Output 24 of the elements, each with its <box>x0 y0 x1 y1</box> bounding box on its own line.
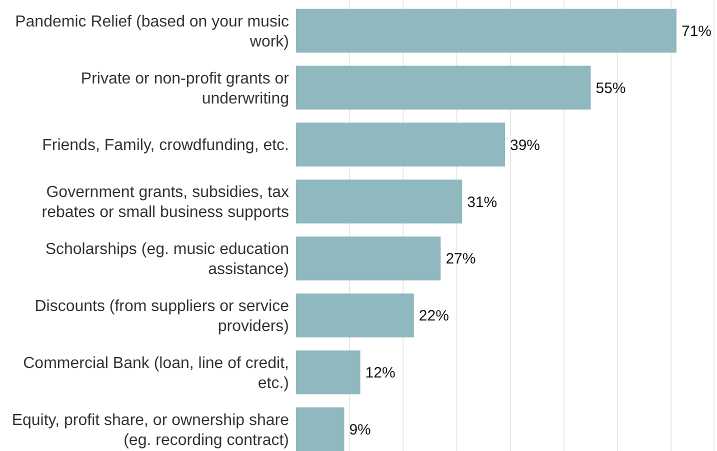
y-tick-label: Commercial Bank (loan, line of credit, etc.) <box>23 354 289 392</box>
y-tick-label: Discounts (from suppliers or service providers) <box>34 298 290 335</box>
data-label: 39% <box>510 136 540 154</box>
bar <box>296 122 505 167</box>
data-label: 27% <box>446 250 476 268</box>
bar <box>296 8 676 53</box>
bar <box>296 293 414 338</box>
y-tick-label: Private or non-profit grants or underwriting <box>80 70 290 108</box>
data-label: 9% <box>349 422 371 438</box>
data-label: 22% <box>418 308 449 325</box>
bar <box>296 180 462 224</box>
y-tick-label: Government grants, subsidies, tax rebates or small business supports <box>42 184 289 222</box>
bar <box>296 66 591 110</box>
data-label: 12% <box>365 364 396 382</box>
bar <box>296 236 441 280</box>
y-tick-label: Equity, profit share, or ownership share (eg. recording contract) <box>12 412 290 449</box>
data-label: 55% <box>596 80 626 97</box>
data-label: 31% <box>467 194 498 211</box>
bar <box>296 407 344 451</box>
y-tick-label: Scholarships (eg. music education assistance) <box>45 241 289 278</box>
y-tick-label: Pandemic Relief (based on your music work) <box>15 13 289 50</box>
y-tick-label: Friends, Family, crowdfunding, etc. <box>42 137 289 154</box>
data-label: 71% <box>681 23 712 40</box>
bar <box>296 350 360 394</box>
